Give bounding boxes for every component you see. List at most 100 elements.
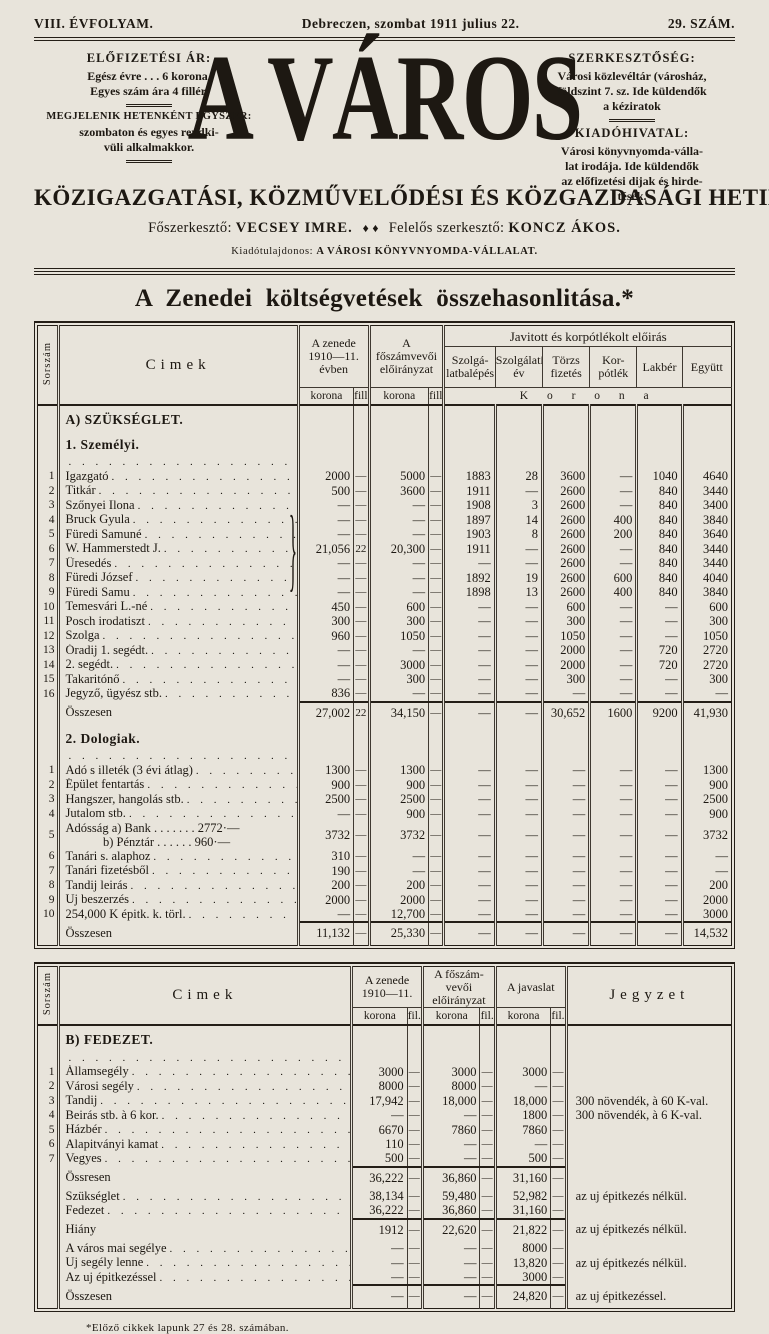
value-cell <box>350 1050 408 1065</box>
note-cell <box>564 1152 732 1167</box>
title-cell: Összesen <box>56 701 299 725</box>
subscription-line: Egész évre . . . 6 korona. <box>87 69 211 83</box>
value-cell: — <box>367 864 429 879</box>
note-cell <box>564 1204 732 1219</box>
value-cell: 8000 <box>493 1241 551 1256</box>
value-cell: — <box>479 1123 496 1138</box>
value-cell: 12,700 <box>367 907 429 922</box>
value-cell: 310 <box>296 849 354 864</box>
divider <box>609 119 655 122</box>
value-cell: — <box>420 1152 480 1167</box>
value-cell: — <box>493 658 543 673</box>
value-cell <box>296 724 354 749</box>
value-cell: — <box>442 629 496 644</box>
row-number-cell: 1 <box>48 764 55 776</box>
value-cell: — <box>406 1256 423 1271</box>
value-cell: — <box>442 893 496 908</box>
value-cell: — <box>428 792 444 807</box>
value-cell: — <box>406 1123 423 1138</box>
title-cell: Hiány <box>56 1218 352 1242</box>
section-divider <box>34 268 735 275</box>
value-cell: — <box>493 672 543 687</box>
value-cell: — <box>588 807 637 822</box>
value-cell: 1300 <box>680 763 732 778</box>
table-row: 7 Üresedés — — — — — — 2600 — 840 3440 <box>38 556 732 571</box>
value-cell: — <box>428 498 444 513</box>
title-cell: Füredi Samu <box>56 585 299 600</box>
dot-leader <box>170 1242 351 1257</box>
value-cell: 600 <box>367 600 429 615</box>
value-cell: 7860 <box>420 1123 480 1138</box>
value-cell: 9200 <box>635 700 683 725</box>
value-cell: 36,222 <box>350 1165 408 1190</box>
value-cell: — <box>420 1108 480 1123</box>
value-cell: 300 <box>367 672 429 687</box>
value-cell: — <box>479 1079 496 1094</box>
value-cell: 1908 <box>442 498 496 513</box>
value-cell: — <box>588 893 637 908</box>
row-number-cell <box>38 1204 59 1219</box>
value-cell: 1883 <box>442 469 496 484</box>
value-cell: 1898 <box>442 585 496 600</box>
value-cell: 2500 <box>296 792 354 807</box>
dot-leader <box>187 793 297 808</box>
value-cell: — <box>540 864 590 879</box>
value-cell <box>680 430 732 455</box>
value-cell: 18,000 <box>493 1094 551 1109</box>
value-cell: 500 <box>350 1152 408 1167</box>
value-cell: — <box>493 907 543 922</box>
value-cell <box>635 749 683 764</box>
value-cell: 38,134 <box>350 1189 408 1204</box>
value-cell <box>680 455 732 470</box>
dot-leader <box>150 600 296 615</box>
value-cell: — <box>296 585 354 600</box>
value-cell: — <box>479 1189 496 1204</box>
title-cell: Épület fentartás <box>56 778 299 793</box>
title-cell: W. Hammerstedt J. <box>56 542 299 557</box>
value-cell: — <box>540 687 590 702</box>
table-row: Szükséglet 38,134 — 59,480 — 52,982 — az… <box>38 1189 732 1204</box>
value-cell <box>635 430 683 455</box>
value-cell <box>350 1025 408 1051</box>
value-cell: 900 <box>680 807 732 822</box>
value-cell: — <box>550 1065 567 1080</box>
value-cell: — <box>428 878 444 893</box>
value-cell: — <box>479 1152 496 1167</box>
unit-fil: fil. <box>406 1007 423 1025</box>
value-cell: 200 <box>367 878 429 893</box>
subscription-title: ELŐFIZETÉSI ÁR: <box>86 51 212 65</box>
value-cell: — <box>353 498 370 513</box>
value-cell: 3600 <box>367 484 429 499</box>
value-cell: — <box>367 498 429 513</box>
col-header-lakber: Lakbér <box>636 346 683 388</box>
value-cell: 110 <box>350 1137 408 1152</box>
col-header-zenede: A zenede 1910—11. évben <box>296 325 370 388</box>
dot-leader <box>99 484 297 499</box>
value-cell: 300 <box>296 614 354 629</box>
value-cell: 13,820 <box>493 1256 551 1271</box>
col-header-cimek: Cimek <box>145 356 211 373</box>
dot-leader <box>116 658 297 673</box>
value-cell: — <box>588 778 637 793</box>
row-number-cell: 13 <box>43 644 55 656</box>
row-number-cell: 2 <box>48 484 55 497</box>
divider <box>126 104 172 107</box>
budget-table-1-frame: Sorszám Cimek A zenede 1910—11. évben A … <box>34 321 735 949</box>
value-cell: — <box>296 907 354 922</box>
note-cell <box>564 1079 732 1094</box>
value-cell: 31,160 <box>493 1204 551 1219</box>
value-cell: 500 <box>296 484 354 499</box>
value-cell: — <box>635 600 683 615</box>
value-cell <box>588 430 637 455</box>
table-row: 6 Tanári s. alaphoz 310 — — — — — — — — … <box>38 849 732 864</box>
title-cell: Összesen <box>56 1285 352 1309</box>
row-number-cell: 12 <box>43 629 55 642</box>
title-cell: Igazgató <box>56 469 299 484</box>
value-cell: 3000 <box>493 1270 551 1285</box>
value-cell: 3000 <box>350 1065 408 1080</box>
value-cell: — <box>353 778 370 793</box>
value-cell <box>353 430 370 455</box>
value-cell: 1300 <box>367 763 429 778</box>
value-cell: — <box>550 1217 567 1242</box>
value-cell: 840 <box>635 585 683 600</box>
